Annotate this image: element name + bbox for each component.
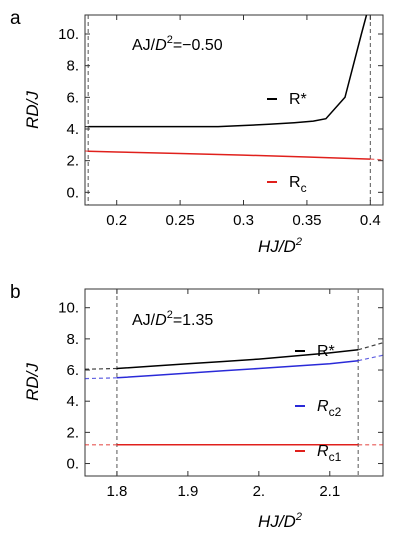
parameter-annotation: AJ/D2=−0.50	[132, 34, 223, 54]
series-line-r-c2	[116, 359, 359, 379]
plot-frame	[84, 288, 384, 477]
legend-label: Rc1	[317, 443, 342, 464]
series-extension	[85, 377, 117, 380]
legend-label: R*	[289, 91, 307, 108]
y-tick-label: 0.	[66, 456, 79, 473]
y-tick-label: 10.	[58, 300, 79, 317]
x-tick-label: 0.2	[106, 212, 127, 229]
y-axis-title: RD/J	[23, 91, 42, 129]
series-extension	[85, 367, 117, 370]
legend-label: Rc2	[317, 398, 342, 419]
x-tick-label: 0.25	[166, 212, 195, 229]
y-tick-label: 8.	[66, 58, 79, 75]
panel-b: b 1.8 1.9 2. 2.1 0. 2. 4. 6. 8. 10. HJ/D2 RD/J AJ/D2=…	[10, 282, 384, 531]
x-tick-label: 1.8	[106, 483, 127, 500]
plot-area	[85, 342, 383, 446]
series-extension	[370, 158, 383, 161]
y-axis-title: RD/J	[23, 363, 42, 401]
panel-letter: b	[10, 282, 21, 303]
x-axis-title: HJ/D2	[258, 236, 302, 256]
y-tick-label: 4.	[66, 393, 79, 410]
series-extension	[358, 354, 383, 362]
parameter-annotation: AJ/D2=1.35	[132, 309, 213, 329]
panel-letter: a	[10, 8, 21, 29]
y-tick-label: 6.	[66, 89, 79, 106]
panel-a: a 0.2 0.25 0.3 0.35 0.4 0. 2. 4. 6. 8. 10. HJ/D2 RD/J…	[10, 8, 384, 256]
plot-area	[85, 15, 383, 161]
plot-frame	[84, 14, 384, 206]
y-tick-label: 2.	[66, 153, 79, 170]
x-tick-label: 1.9	[177, 483, 198, 500]
x-tick-label: 0.4	[360, 212, 381, 229]
series-line-r-	[116, 349, 359, 370]
x-axis-title: HJ/D2	[258, 511, 302, 531]
y-tick-label: 0.	[66, 184, 79, 201]
series-line-r-c	[88, 150, 371, 160]
x-tick-label: 0.35	[292, 212, 321, 229]
x-tick-label: 0.3	[233, 212, 254, 229]
x-tick-label: 2.1	[319, 483, 340, 500]
legend-label: Rc	[289, 174, 307, 195]
y-tick-label: 10.	[58, 26, 79, 43]
series-extension	[358, 342, 383, 351]
y-tick-label: 6.	[66, 362, 79, 379]
y-tick-label: 2.	[66, 424, 79, 441]
y-tick-label: 8.	[66, 331, 79, 348]
y-tick-label: 4.	[66, 121, 79, 138]
legend-label: R*	[317, 343, 335, 360]
series-line-r-	[88, 15, 368, 128]
x-tick-label: 2.	[253, 483, 266, 500]
